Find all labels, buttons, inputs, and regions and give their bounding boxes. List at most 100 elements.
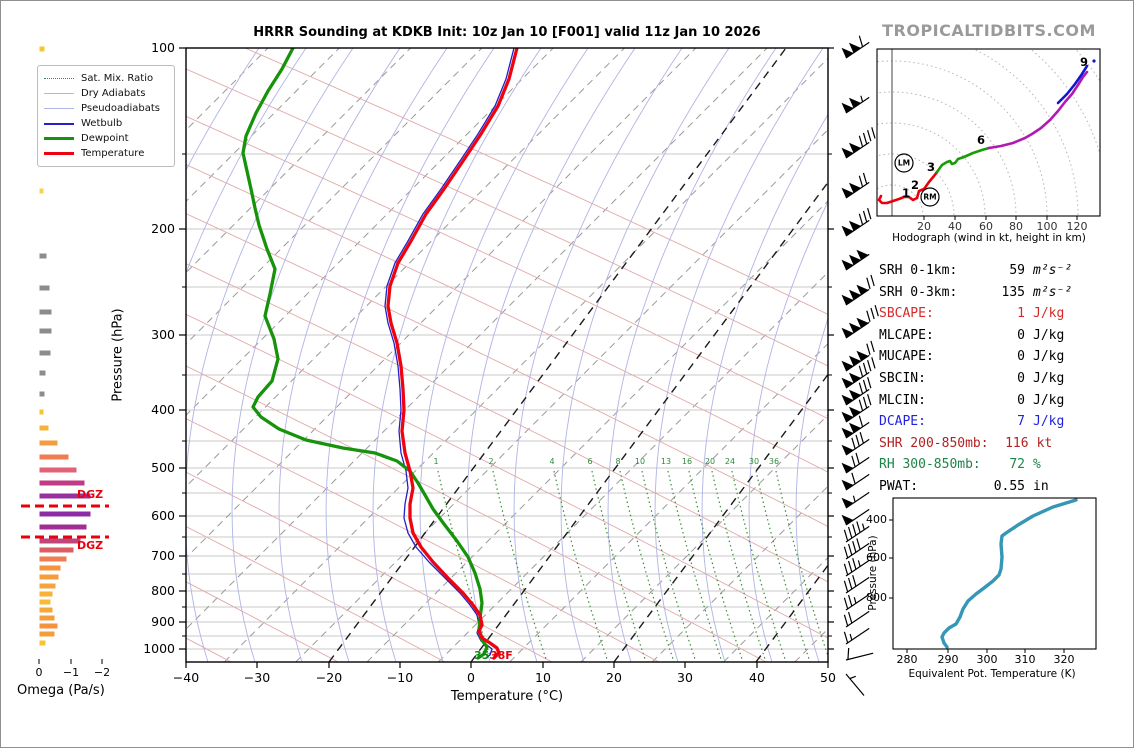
omega-bar [39, 409, 44, 415]
hodograph-border [876, 48, 1101, 217]
omega-bar [39, 188, 44, 194]
thetae-y-tick-label: 600 [866, 551, 887, 564]
wind-barb [843, 610, 870, 628]
legend-swatch [44, 137, 74, 140]
isotherm-line [224, 57, 828, 662]
omega-bar [39, 565, 61, 571]
stats-row: SBCAPE: 1 J/kg [879, 306, 1079, 328]
isotherm-line [186, 48, 340, 203]
pseudoadiabat-line [513, 48, 683, 662]
wind-barb [841, 274, 875, 306]
stats-row: DCAPE: 7 J/kg [879, 414, 1079, 436]
omega-bar [39, 631, 55, 637]
mix-ratio-label: 36 [768, 457, 780, 466]
watermark-logo: TROPICALTIDBITS.COM [882, 21, 1096, 40]
stats-value: 0 [1017, 327, 1025, 343]
legend-label: Sat. Mix. Ratio [81, 73, 154, 84]
hodograph-tick-label: 100 [1036, 220, 1058, 233]
mix-ratio-line [688, 470, 744, 662]
wind-barb [841, 452, 870, 474]
stats-unit: J/kg [1033, 327, 1065, 343]
lm-marker-label: LM [897, 158, 911, 168]
dry-adiabat-line [186, 213, 828, 528]
stats-value: 0.55 [993, 478, 1025, 494]
stats-unit: % [1033, 457, 1041, 473]
skewt-plot-area [186, 48, 828, 662]
pressure-tick-label: 300 [151, 327, 175, 342]
omega-tick-label: −1 [62, 666, 80, 679]
isotherm-line [509, 342, 828, 662]
highlight-isotherm-line [328, 48, 787, 662]
mix-ratio-line [619, 470, 675, 662]
stats-unit: J/kg [1033, 392, 1065, 408]
wind-barb [841, 393, 872, 423]
wind-barb [841, 508, 870, 526]
hodograph-height-label: 9 [1079, 55, 1089, 69]
stats-unit: J/kg [1033, 306, 1065, 322]
omega-bar [39, 556, 67, 562]
omega-bar [39, 350, 51, 356]
omega-x-axis-label: Omega (Pa/s) [17, 683, 105, 698]
wind-barb [841, 249, 870, 271]
dry-adiabat-line [186, 525, 446, 662]
stats-value: 116 [1005, 435, 1029, 451]
hodograph-caption: Hodograph (wind in kt, height in km) [892, 232, 1086, 244]
isotherm-line [186, 48, 554, 416]
legend-label: Pseudoadiabats [81, 103, 161, 114]
legend-label: Dewpoint [81, 133, 129, 144]
mix-ratio-label: 24 [724, 457, 736, 466]
mix-ratio-label: 2 [488, 457, 494, 466]
legend-item: Dewpoint [44, 131, 168, 146]
stats-value: 0 [1017, 349, 1025, 365]
legend-item: Wetbulb [44, 116, 168, 131]
pseudoadiabat-line [186, 48, 307, 275]
isotherm-line [186, 48, 768, 630]
legend-item: Dry Adiabats [44, 86, 168, 101]
wind-barb [843, 538, 870, 560]
dry-adiabat-line [186, 68, 828, 367]
hodograph-tick-label: 120 [1066, 220, 1088, 233]
isotherm-line [186, 48, 483, 345]
pressure-tick-label: 800 [151, 583, 175, 598]
legend-swatch [44, 93, 74, 94]
pressure-tick-label: 600 [151, 508, 175, 523]
hodograph-height-label: 1 [901, 186, 911, 200]
pressure-tick-label: 200 [151, 221, 175, 236]
omega-bar [39, 454, 69, 460]
stats-unit: J/kg [1033, 349, 1065, 365]
wind-barb [841, 357, 876, 389]
pressure-tick-label: 400 [151, 402, 175, 417]
isotherm-line [186, 48, 625, 488]
stats-value: 7 [1017, 414, 1025, 430]
stats-label: MLCIN: [879, 392, 926, 408]
stats-unit: J/kg [1033, 370, 1065, 386]
stats-label: MLCAPE: [879, 327, 934, 343]
legend-label: Temperature [81, 148, 145, 159]
dgz-label: DGZ [77, 539, 104, 552]
stats-unit: m²s⁻² [1033, 284, 1073, 300]
hodograph-plot-area [877, 49, 1100, 216]
pressure-tick-label: 900 [151, 614, 175, 629]
pseudoadiabat-line [419, 48, 589, 662]
hodograph-tick-label: 40 [948, 220, 962, 233]
mix-ratio-label: 13 [660, 457, 672, 466]
temp-tick-label: 30 [677, 670, 693, 685]
stats-row: MLCIN: 0 J/kg [879, 393, 1079, 415]
legend-swatch [44, 108, 74, 109]
thetae-y-tick-label: 400 [866, 513, 887, 526]
pressure-tick-label: 1000 [143, 641, 175, 656]
hodograph-trace-0-3km [877, 170, 939, 205]
hodograph-height-label: 3 [926, 160, 936, 174]
omega-bar [39, 547, 74, 553]
pressure-tick-label: 100 [151, 40, 175, 55]
omega-bar [39, 328, 52, 334]
stats-label: DCAPE: [879, 414, 926, 430]
stats-value: 0 [1017, 370, 1025, 386]
stats-row: RH 300-850mb: 72% [879, 457, 1079, 479]
omega-bar [39, 253, 47, 259]
omega-bar [39, 46, 45, 52]
thetae-x-tick-label: 310 [1014, 653, 1036, 666]
isotherm-line [723, 556, 828, 662]
skewt-border [185, 47, 829, 663]
